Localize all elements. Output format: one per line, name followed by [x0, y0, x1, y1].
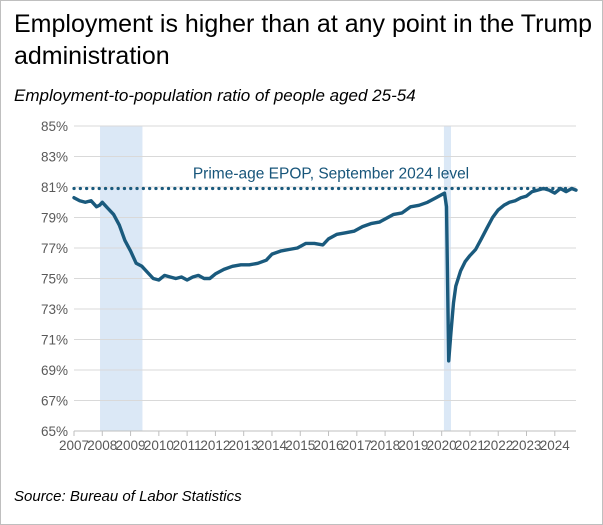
x-tick-label: 2015: [285, 438, 315, 453]
y-tick-label: 65%: [41, 424, 68, 439]
x-tick-label: 2021: [455, 438, 485, 453]
x-tick-label: 2012: [200, 438, 230, 453]
y-tick-label: 71%: [41, 333, 68, 348]
chart-source: Source: Bureau of Labor Statistics: [14, 488, 242, 505]
chart-subtitle: Employment-to-population ratio of people…: [14, 86, 416, 105]
y-tick-label: 81%: [41, 180, 68, 195]
x-tick-label: 2009: [116, 438, 146, 453]
x-tick-label: 2019: [398, 438, 428, 453]
y-tick-label: 73%: [41, 302, 68, 317]
x-tick-label: 2022: [483, 438, 513, 453]
x-tick-label: 2014: [257, 438, 288, 453]
x-tick-label: 2024: [540, 438, 571, 453]
x-tick-label: 2010: [144, 438, 174, 453]
reference-line-label: Prime-age EPOP, September 2024 level: [193, 166, 469, 183]
x-tick-label: 2017: [342, 438, 372, 453]
y-tick-label: 67%: [41, 394, 68, 409]
x-tick-label: 2007: [59, 438, 89, 453]
y-tick-label: 77%: [41, 241, 68, 256]
y-tick-label: 83%: [41, 150, 68, 165]
x-tick-label: 2011: [173, 438, 202, 453]
x-tick-label: 2023: [511, 438, 541, 453]
x-tick-label: 2016: [314, 438, 344, 453]
x-tick-label: 2013: [229, 438, 259, 453]
y-tick-label: 79%: [41, 211, 68, 226]
epop-series-line: [72, 186, 578, 363]
x-tick-label: 2020: [427, 438, 457, 453]
x-tick-label: 2008: [87, 438, 117, 453]
x-tick-label: 2018: [370, 438, 400, 453]
y-tick-label: 69%: [41, 363, 68, 378]
y-tick-label: 85%: [41, 119, 68, 134]
y-tick-label: 75%: [41, 272, 68, 287]
chart-title: Employment is higher than at any point i…: [14, 10, 593, 70]
